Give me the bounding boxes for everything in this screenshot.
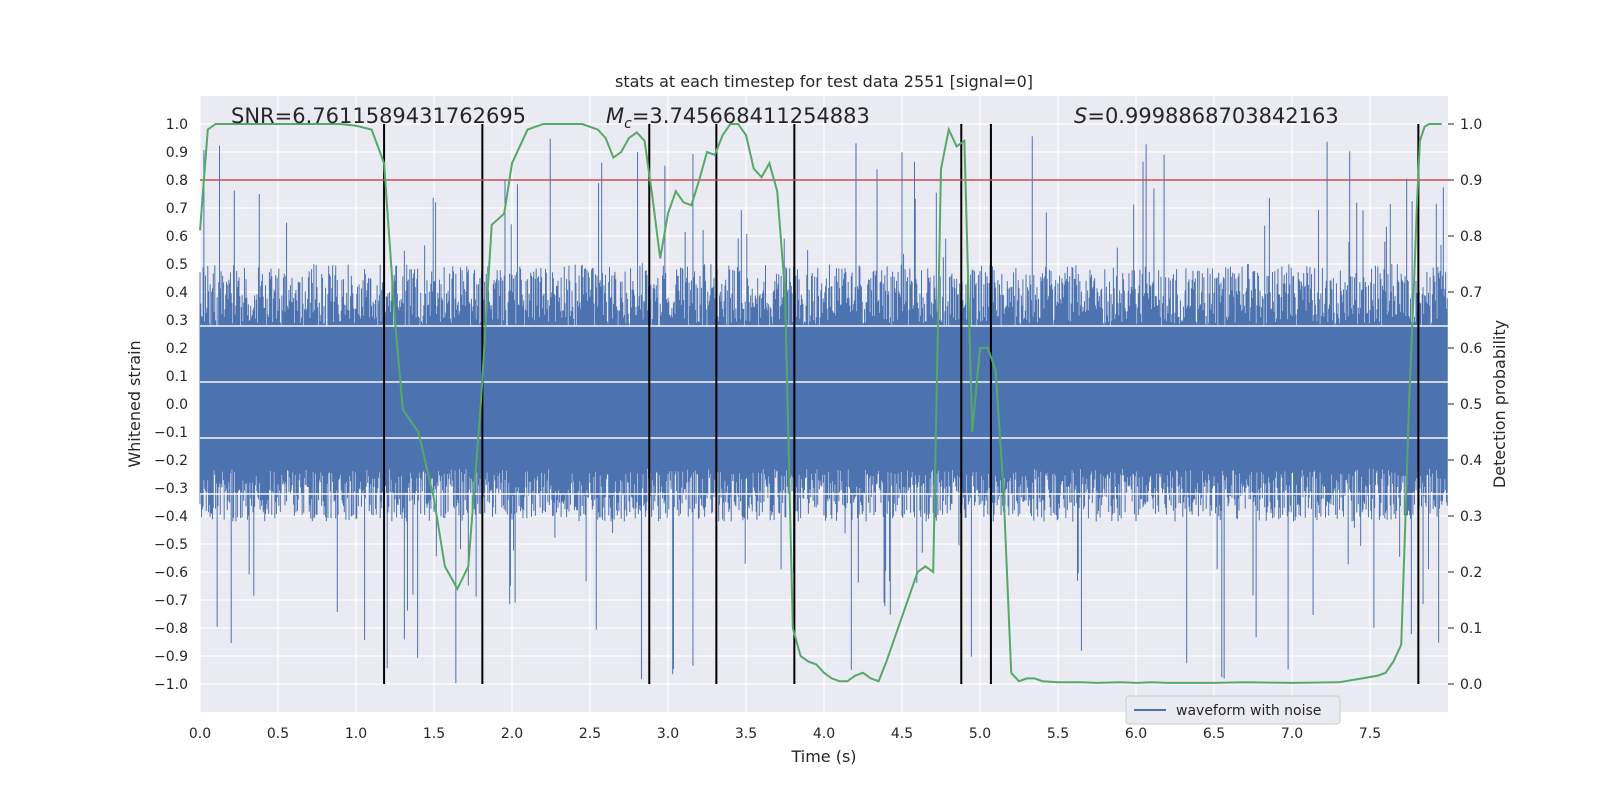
x-tick-label: 1.0 — [345, 726, 367, 742]
y2-tick-label: 0.1 — [1460, 621, 1482, 637]
x-tick-label: 0.5 — [267, 726, 289, 742]
mc-symbol: M — [606, 104, 624, 128]
y-tick-label: 0.9 — [166, 145, 188, 161]
x-tick-label: 5.0 — [969, 726, 991, 742]
y-tick-label: 0.5 — [166, 257, 188, 273]
y-tick-label: −0.4 — [154, 509, 188, 525]
waveform-path — [199, 136, 1448, 684]
y2-tick-label: 0.9 — [1460, 173, 1482, 189]
y-tick-label: 0.7 — [166, 201, 188, 217]
y-tick-label: −0.9 — [154, 649, 188, 665]
y2-tick-label: 0.5 — [1460, 397, 1482, 413]
y-tick-label: −1.0 — [154, 677, 188, 693]
y-tick-label: 0.8 — [166, 173, 188, 189]
y-tick-label: 0.2 — [166, 341, 188, 357]
x-tick-label: 2.5 — [579, 726, 601, 742]
s-value: =0.9998868703842163 — [1087, 104, 1338, 128]
x-tick-label: 6.0 — [1125, 726, 1147, 742]
y2-tick-label: 0.6 — [1460, 341, 1482, 357]
x-tick-label: 5.5 — [1047, 726, 1069, 742]
y-axis-label: Whitened strain — [125, 340, 144, 467]
mc-annotation: Mc=3.745668411254883 — [606, 104, 870, 132]
x-tick-label: 2.0 — [501, 726, 523, 742]
waveform-series — [199, 136, 1448, 684]
legend-label: waveform with noise — [1176, 703, 1321, 719]
probability-series — [199, 123, 1442, 684]
y2-tick-label: 0.2 — [1460, 565, 1482, 581]
x-tick-label: 4.0 — [813, 726, 835, 742]
y2-tick-label: 0.3 — [1460, 509, 1482, 525]
probability-line — [199, 123, 1442, 684]
legend: waveform with noise — [1125, 695, 1341, 725]
chart-title: stats at each timestep for test data 255… — [615, 72, 1033, 91]
y2-tick-label: 0.0 — [1460, 677, 1482, 693]
y-tick-label: −0.5 — [154, 537, 188, 553]
x-tick-label: 4.5 — [891, 726, 913, 742]
y2-tick-label: 0.7 — [1460, 285, 1482, 301]
y-tick-label: −0.6 — [154, 565, 188, 581]
y-tick-label: 1.0 — [166, 117, 188, 133]
x-tick-label: 3.5 — [735, 726, 757, 742]
mc-subscript: c — [624, 116, 632, 132]
s-symbol: S — [1074, 104, 1087, 128]
y2-tick-label: 1.0 — [1460, 117, 1482, 133]
y-tick-label: 0.1 — [166, 369, 188, 385]
x-tick-label: 0.0 — [189, 726, 211, 742]
y2-tick-label: 0.8 — [1460, 229, 1482, 245]
legend-box — [1125, 695, 1341, 725]
y-tick-label: 0.4 — [166, 285, 188, 301]
y-tick-label: 0.0 — [166, 397, 188, 413]
x-tick-label: 1.5 — [423, 726, 445, 742]
axis-ticks: 0.0 0.5 1.0 1.5 2.0 2.5 3.0 3.5 4.0 4.5 5.0 5.5 6.0 6… — [154, 117, 1482, 742]
y2-axis-label: Detection probability — [1490, 320, 1509, 488]
y-tick-label: 0.3 — [166, 313, 188, 329]
s-annotation: S=0.9998868703842163 — [1074, 104, 1339, 128]
y-tick-label: −0.8 — [154, 621, 188, 637]
x-tick-label: 3.0 — [657, 726, 679, 742]
y2-tick-label: 0.4 — [1460, 453, 1482, 469]
x-tick-label: 7.0 — [1281, 726, 1303, 742]
mc-value: =3.745668411254883 — [632, 104, 870, 128]
y-tick-label: −0.1 — [154, 425, 188, 441]
x-axis-label: Time (s) — [790, 747, 856, 766]
x-tick-label: 7.5 — [1359, 726, 1381, 742]
y-tick-label: 0.6 — [166, 229, 188, 245]
y-tick-label: −0.3 — [154, 481, 188, 497]
snr-annotation: SNR=6.7611589431762695 — [231, 104, 526, 128]
x-tick-label: 6.5 — [1203, 726, 1225, 742]
vertical-markers — [383, 124, 1420, 684]
y-tick-label: −0.7 — [154, 593, 188, 609]
y-tick-label: −0.2 — [154, 453, 188, 469]
